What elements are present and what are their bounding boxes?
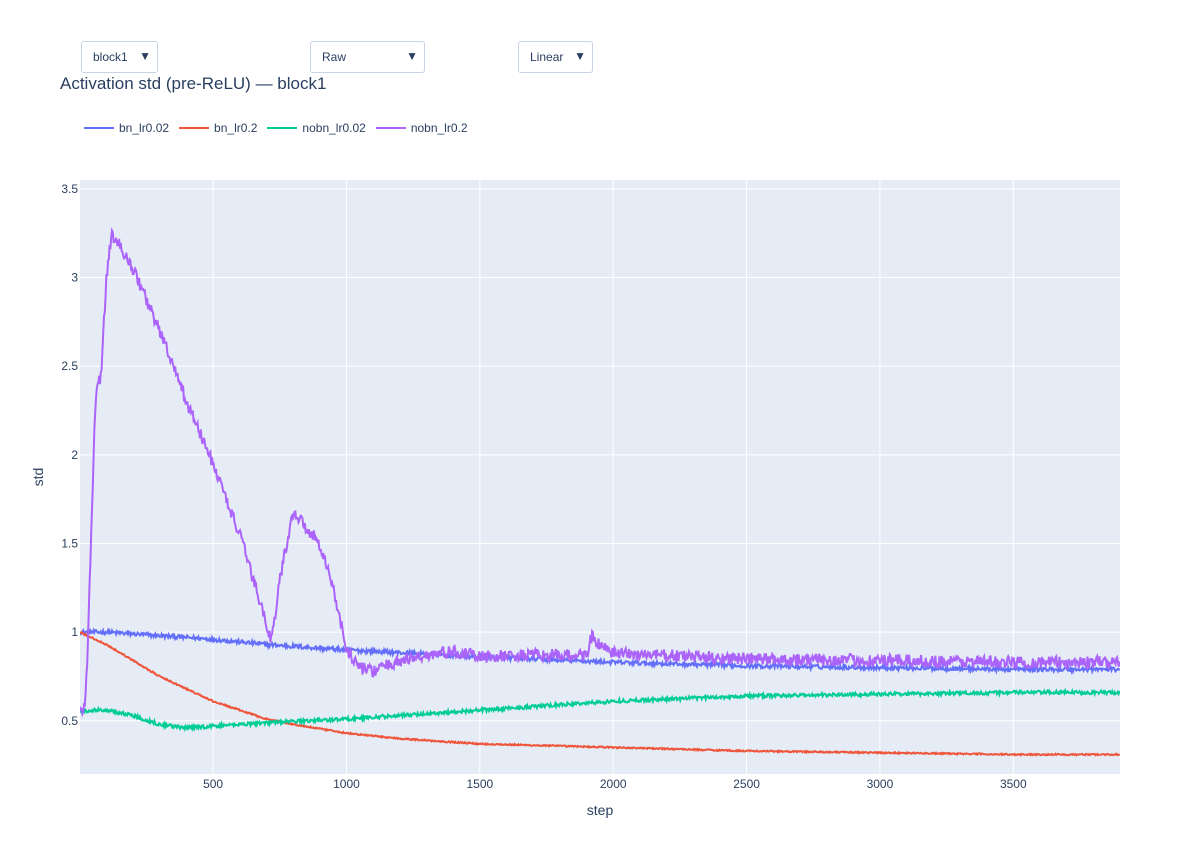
y-tick-label: 1 [71,625,78,639]
legend-swatch [267,127,298,129]
chevron-down-icon: ▼ [139,49,151,63]
legend-swatch [84,127,114,129]
y-tick-label: 1.5 [61,536,78,550]
series-line-bn_lr0.2 [80,630,1120,757]
series-line-bn_lr0.02 [80,626,1120,675]
y-tick-label: 2.5 [61,359,78,373]
plot-area [80,180,1120,774]
legend-label: nobn_lr0.2 [410,121,468,135]
legend-label: bn_lr0.2 [214,121,258,135]
legend-item-bn_lr0.2[interactable]: bn_lr0.2 [179,121,257,135]
legend-item-nobn_lr0.2[interactable]: nobn_lr0.2 [375,121,468,135]
y-tick-label: 3.5 [61,182,78,196]
chart-title: Activation std (pre-ReLU) — block1 [60,74,327,93]
chevron-down-icon: ▼ [574,49,586,63]
y-axis-title: std [30,468,46,487]
legend-swatch [179,127,210,129]
x-tick-label: 2000 [600,777,627,791]
x-tick-label: 3500 [1000,777,1027,791]
x-tick-label: 2500 [733,777,760,791]
legend-label: nobn_lr0.02 [302,121,366,135]
mode-dropdown[interactable]: Raw ▼ [310,41,425,73]
x-tick-label: 1500 [466,777,493,791]
y-tick-label: 0.5 [61,714,78,728]
y-tick-label: 2 [71,448,78,462]
block-dropdown-value: block1 [93,50,128,64]
legend-label: bn_lr0.02 [119,121,170,135]
legend-swatch [375,127,406,129]
legend-item-bn_lr0.02[interactable]: bn_lr0.02 [84,121,169,135]
legend: bn_lr0.02 bn_lr0.2 nobn_lr0.02 nobn_lr0.2 [84,121,478,135]
series-line-nobn_lr0.2 [80,226,1120,718]
x-axis-title: step [587,802,614,818]
x-tick-label: 3000 [867,777,894,791]
mode-dropdown-value: Raw [322,50,347,64]
chevron-down-icon: ▼ [406,49,418,63]
scale-dropdown-value: Linear [530,50,564,64]
y-tick-label: 3 [71,271,78,285]
legend-item-nobn_lr0.02[interactable]: nobn_lr0.02 [267,121,366,135]
block-dropdown[interactable]: block1 ▼ [81,41,158,73]
series-line-nobn_lr0.02 [80,687,1120,733]
scale-dropdown[interactable]: Linear ▼ [518,41,593,73]
x-tick-label: 1000 [333,777,360,791]
x-tick-label: 500 [203,777,223,791]
